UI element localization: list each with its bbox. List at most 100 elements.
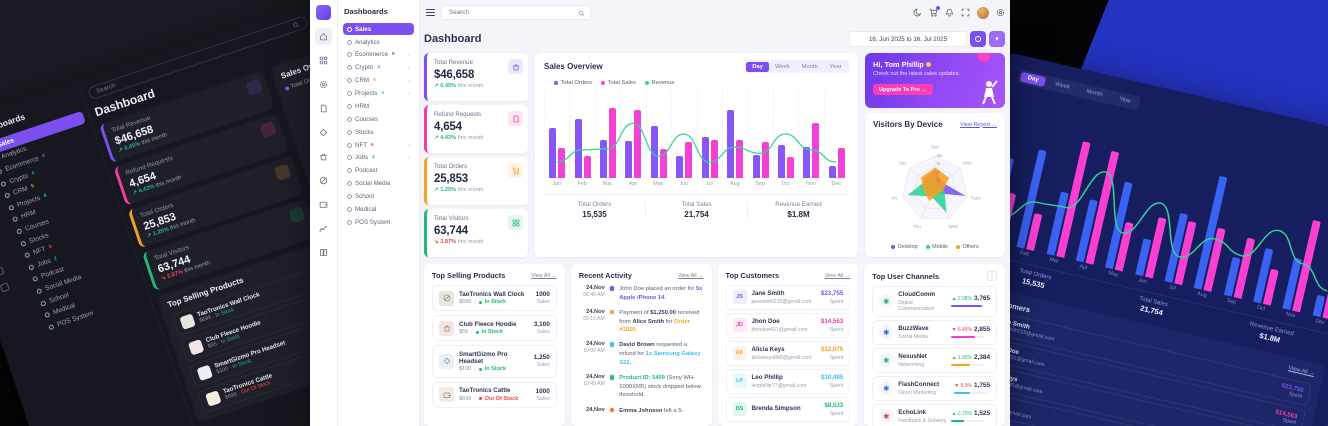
sidebar-item-label: Stocks bbox=[355, 128, 374, 136]
customer-row[interactable]: LP Leo Phillip leophillip77@gmail.com $10,4… bbox=[725, 369, 851, 394]
wallet-rail-icon[interactable] bbox=[315, 196, 332, 213]
sidebar-item-crm[interactable]: CRM 5 › bbox=[343, 75, 414, 87]
channel-row[interactable]: ✱ FlashConnect Direct Marketing ▼ 5.9% 1,755 bbox=[872, 376, 997, 401]
shop-rail-icon[interactable] bbox=[315, 148, 332, 165]
tab-day[interactable]: Day bbox=[746, 61, 769, 72]
sidebar-item-sales[interactable]: Sales bbox=[343, 23, 414, 36]
product-row[interactable]: TaoTronics Wall Clock $699 | In Stock 1000… bbox=[432, 285, 557, 311]
chart-rail-icon[interactable] bbox=[315, 220, 332, 237]
customer-row[interactable]: JS Jane Smith janesmith215@gmail.com $23,75… bbox=[725, 285, 851, 310]
stat-icon bbox=[508, 163, 523, 178]
left-panel-item-icon bbox=[8, 204, 15, 211]
chevron-right-icon: › bbox=[408, 64, 410, 71]
cart-icon[interactable] bbox=[929, 6, 940, 17]
sidebar-item-stocks[interactable]: Stocks bbox=[343, 126, 414, 138]
channel-name: CloudComm bbox=[898, 291, 936, 298]
stat-card-total-revenue[interactable]: Total Revenue $46,658 ↗ 0.45% this month bbox=[424, 53, 528, 101]
sidebar-item-projects[interactable]: Projects 4 › bbox=[343, 87, 414, 99]
customer-name: Brenda Simpson bbox=[751, 405, 801, 412]
date-range-picker[interactable]: 16, Jun 2025 to 16, Jul 2025 bbox=[849, 31, 967, 47]
channel-name: EchoLink bbox=[898, 409, 927, 416]
book-rail-icon[interactable] bbox=[315, 244, 332, 261]
customers-view-all-link[interactable]: View All → bbox=[824, 272, 851, 279]
settings-rail-icon[interactable] bbox=[315, 76, 332, 93]
diamond-rail-icon[interactable] bbox=[315, 124, 332, 141]
home-rail-icon[interactable] bbox=[315, 28, 332, 45]
product-price: $699 bbox=[459, 299, 472, 306]
bottom-row: Top Selling Products View All → TaoTronic… bbox=[424, 264, 1005, 426]
products-view-all-link[interactable]: View All → bbox=[531, 272, 557, 279]
sidebar-item-nft[interactable]: NFT 6 › bbox=[343, 139, 414, 151]
expand-icon[interactable] bbox=[961, 8, 970, 17]
month-label: Jun bbox=[679, 181, 689, 187]
filter-dropdown-button[interactable]: ▾ bbox=[989, 31, 1005, 47]
sidebar-item-icon bbox=[347, 26, 352, 32]
stat-card-refund-requests[interactable]: Refund Requests 4,654 ↗ 4.43% this month bbox=[424, 105, 528, 153]
channels-menu-icon[interactable]: ⋮ bbox=[987, 271, 997, 281]
channel-row[interactable]: ✱ CloudComm Digital Communication ▲ 2.98% 3,… bbox=[872, 286, 997, 317]
customer-row[interactable]: AK Alicia Keys aliciakeys886@gmail.com $12,… bbox=[725, 341, 851, 366]
disc-rail-icon[interactable] bbox=[315, 172, 332, 189]
document-rail-icon[interactable] bbox=[315, 100, 332, 117]
customer-row[interactable]: BS Brenda Simpson $8,533 Spent bbox=[725, 397, 851, 422]
apps-rail-icon[interactable] bbox=[315, 52, 332, 69]
activity-view-all-link[interactable]: View All → bbox=[677, 272, 704, 279]
sidebar-item-analytics[interactable]: Analytics bbox=[343, 36, 414, 48]
upgrade-pro-button[interactable]: Upgrade To Pro → bbox=[873, 84, 933, 96]
sidebar-item-medical[interactable]: Medical bbox=[343, 203, 414, 215]
sidebar-item-label: Podcast bbox=[355, 167, 378, 175]
stat-card-total-orders[interactable]: Total Orders 25,853 ↗ 1.25% this month bbox=[424, 157, 528, 205]
sidebar-item-social-media[interactable]: Social Media bbox=[343, 178, 414, 190]
activity-text-segment: 5x Apple iPhone 14. bbox=[619, 286, 703, 301]
menu-toggle-icon[interactable] bbox=[426, 9, 435, 16]
customer-amount: $12,075 Spent bbox=[820, 346, 844, 361]
product-stock-status: Out Of Stock bbox=[484, 395, 519, 402]
search-icon[interactable] bbox=[578, 4, 585, 22]
sidebar-item-school[interactable]: School bbox=[343, 190, 414, 202]
month-label: Jan bbox=[552, 181, 562, 187]
activity-item: 24,Nov 10:45 AM Product ID: 5409 (Sony WH-… bbox=[579, 374, 704, 400]
bell-icon[interactable] bbox=[945, 8, 954, 17]
product-row[interactable]: SmartGizmo Pro Headset $100 | In Stock 1,2… bbox=[432, 345, 557, 378]
left-panel-item-icon bbox=[16, 228, 23, 235]
product-info: TaoTronics Cattle $699 | Out Of Stock bbox=[459, 387, 519, 402]
refresh-button[interactable] bbox=[970, 31, 986, 47]
left-panel-item-icon bbox=[20, 240, 27, 247]
sidebar-item-podcast[interactable]: Podcast bbox=[343, 165, 414, 177]
channels-title: Top User Channels bbox=[872, 271, 940, 281]
sidebar-item-badge: 6 bbox=[371, 142, 374, 148]
tab-week[interactable]: Week bbox=[774, 63, 790, 70]
sidebar-item-label: Social Media bbox=[355, 180, 391, 188]
sidebar-item-ecommerce[interactable]: Ecommerce 8 › bbox=[343, 49, 414, 61]
tab-month[interactable]: Month bbox=[801, 63, 818, 70]
channel-row[interactable]: ✱ EchoLink Feedback & Surveys ▲ 3.75% 1,525 bbox=[872, 404, 997, 426]
avatar-icon[interactable] bbox=[977, 6, 989, 19]
sidebar-item-courses[interactable]: Courses bbox=[343, 113, 414, 125]
view-report-link[interactable]: View Report → bbox=[960, 121, 997, 128]
tab-year[interactable]: Year bbox=[829, 63, 842, 70]
product-row[interactable]: Club Fleece Hoodie $55 | In Stock 3,100 Sal… bbox=[432, 315, 557, 341]
sidebar-item-hrm[interactable]: HRM bbox=[343, 100, 414, 112]
gear-icon[interactable] bbox=[996, 8, 1005, 17]
product-info: SmartGizmo Pro Headset $100 | In Stock bbox=[459, 351, 529, 373]
sidebar-item-crypto[interactable]: Crypto 4 › bbox=[343, 62, 414, 74]
activity-text-segment: received from bbox=[619, 309, 700, 325]
product-row[interactable]: TaoTronics Cattle $699 | Out Of Stock 1000… bbox=[432, 381, 557, 408]
sidebar: Dashboards Sales Analytics Ecommerce 8 › Cryp… bbox=[338, 0, 420, 426]
sidebar-item-jobs[interactable]: Jobs 2 › bbox=[343, 152, 414, 164]
user-avatar[interactable] bbox=[977, 6, 989, 19]
customer-avatar: AK bbox=[732, 346, 747, 361]
customer-row[interactable]: JD Jhon Doe jhondoe431@gmail.com $14,563 Spe… bbox=[725, 313, 851, 338]
sidebar-item-pos-system[interactable]: POS System bbox=[343, 216, 414, 228]
channel-row[interactable]: ✱ NexusNet Networking ▲ 1.95% 2,384 bbox=[872, 348, 997, 373]
activity-item: 24,Nov 09:15 AM Payment of $1,250.00 recei… bbox=[579, 309, 704, 335]
moon-icon[interactable] bbox=[913, 8, 922, 17]
channel-row[interactable]: ✱ BuzzWave Social Media ▼ 6.45% 2,855 bbox=[872, 320, 997, 345]
month-label: Mar bbox=[602, 181, 613, 187]
stat-card-total-visitors[interactable]: Total Visitors 63,744 ↘ 2.87% this month bbox=[424, 209, 528, 257]
brand-logo[interactable] bbox=[316, 5, 331, 20]
sidebar-item-badge: 4 bbox=[381, 91, 385, 97]
customer-info: Leo Phillip leophillip77@gmail.com bbox=[752, 374, 807, 389]
search-input[interactable] bbox=[447, 8, 578, 17]
